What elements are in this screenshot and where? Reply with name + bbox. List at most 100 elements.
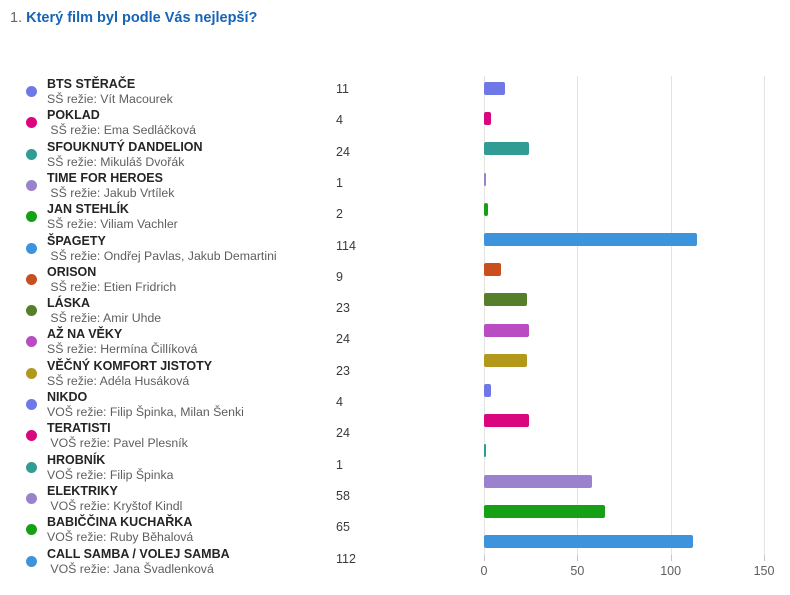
legend-color-dot [26,305,37,317]
chart-axis-label: 100 [660,564,682,578]
film-title: BTS STĚRAČE [47,77,136,91]
question-title: 1. Který film byl podle Vás nejlepší? [10,9,257,27]
chart-bar [484,172,486,186]
film-text: BTS STĚRAČE SŠ režie: Vít Macourek [47,77,327,107]
chart-gridline [670,76,672,555]
film-title: ORISON [47,264,97,279]
film-text: SFOUKNUTÝ DANDELION SŠ režie: Mikuláš Dvo… [47,140,327,170]
film-director: SŠ režie: Etien Fridrich [47,279,177,294]
film-director: SŠ režie: Ema Sedláčková [47,123,196,138]
film-director: SŠ režie: Ondřej Pavlas, Jakub Demartini [47,248,277,263]
film-text: HROBNÍK VOŠ režie: Filip Špinka [47,453,327,483]
film-director: SŠ režie: Vít Macourek [47,92,173,106]
film-row: POKLAD SŠ režie: Ema Sedláčková [22,108,322,139]
film-row: VĚČNÝ KOMFORT JISTOTY SŠ režie: Adéla Hus… [22,359,322,390]
film-director: SŠ režie: Amir Uhde [47,311,162,326]
legend-color-dot [26,336,37,348]
film-title: NIKDO [47,390,88,404]
legend-color-dot [26,430,37,442]
film-director: VOŠ režie: Jana Švadlenková [47,561,214,576]
chart-axis-tick [670,555,672,561]
film-response-count: 114 [336,238,356,253]
film-director: SŠ režie: Hermína Čillíková [47,342,198,357]
chart-axis-label: 50 [570,564,585,578]
film-text: CALL SAMBA / VOLEJ SAMBA VOŠ režie: Jana… [47,547,327,577]
film-title: ELEKTRIKY [47,483,118,498]
film-row: TERATISTI VOŠ režie: Pavel Plesník [22,421,322,452]
film-row: ORISON SŠ režie: Etien Fridrich [22,265,322,296]
chart-bar [484,293,527,307]
film-row: BTS STĚRAČE SŠ režie: Vít Macourek [22,77,322,108]
film-director: SŠ režie: Mikuláš Dvořák [47,154,185,169]
film-director: SŠ režie: Viliam Vachler [47,217,178,232]
chart-bar [484,142,529,156]
film-row: JAN STEHLÍK SŠ režie: Viliam Vachler [22,202,322,233]
film-director: VOŠ režie: Filip Špinka [47,467,174,482]
film-title: BABIČČINA KUCHAŘKA [47,515,193,530]
film-response-count: 1 [336,175,343,190]
legend-color-dot [26,555,37,567]
film-title: CALL SAMBA / VOLEJ SAMBA [47,546,230,561]
legend-color-dot [26,86,37,97]
question-number: 1. [10,10,27,26]
legend-color-dot [26,211,37,223]
film-title: SFOUKNUTÝ DANDELION [47,139,203,154]
film-title: VĚČNÝ KOMFORT JISTOTY [47,358,213,373]
film-text: POKLAD SŠ režie: Ema Sedláčková [47,108,327,138]
film-text: VĚČNÝ KOMFORT JISTOTY SŠ režie: Adéla Hus… [47,359,327,389]
chart-gridline [577,76,579,555]
legend-color-dot [26,367,37,379]
film-director: SŠ režie: Jakub Vrtílek [47,185,175,200]
film-title: JAN STEHLÍK [47,202,129,217]
chart-axis-label: 0 [480,564,488,578]
legend-color-dot [26,179,37,191]
film-response-count: 11 [336,82,349,96]
film-text: LÁSKA SŠ režie: Amir Uhde [47,296,327,326]
film-text: TERATISTI VOŠ režie: Pavel Plesník [47,421,327,451]
film-row: BABIČČINA KUCHAŘKA VOŠ režie: Ruby Běhalo… [22,515,322,546]
chart-bar [484,233,697,246]
film-text: ORISON SŠ režie: Etien Fridrich [47,265,327,295]
film-response-count: 2 [336,207,343,222]
film-response-count: 9 [336,269,343,284]
legend-color-dot [26,492,37,504]
chart-axis-label: 150 [753,564,775,578]
film-director: VOŠ režie: Ruby Běhalová [47,530,194,545]
chart-bar [484,82,505,95]
film-response-count: 23 [336,363,350,378]
chart-axis-tick [764,555,765,561]
chart-bar [484,414,529,428]
film-row: LÁSKA SŠ režie: Amir Uhde [22,296,322,327]
film-text: BABIČČINA KUCHAŘKA VOŠ režie: Ruby Běhalo… [47,515,327,545]
chart-gridline [764,76,765,555]
film-title: TERATISTI [47,421,111,436]
legend-color-dot [26,242,37,254]
chart-bar [484,202,488,216]
film-response-count: 4 [336,395,343,409]
film-title: TIME FOR HEROES [47,170,163,185]
film-row: ŠPAGETY SŠ režie: Ondřej Pavlas, Jakub D… [22,234,322,265]
chart-bar [484,444,486,458]
film-director: VOŠ režie: Filip Špinka, Milan Šenki [47,405,244,419]
results-bar-chart: 0 50 100 150 [481,76,784,578]
film-text: TIME FOR HEROES SŠ režie: Jakub Vrtílek [47,171,327,201]
film-text: JAN STEHLÍK SŠ režie: Viliam Vachler [47,202,327,232]
film-response-count: 24 [336,332,350,347]
film-response-count: 65 [336,520,350,535]
film-director: VOŠ režie: Pavel Plesník [47,436,188,451]
legend-color-dot [26,117,37,129]
chart-axis-tick [577,555,579,561]
film-title: HROBNÍK [47,452,106,467]
chart-bar [484,112,492,126]
film-response-count: 4 [336,113,343,128]
legend-color-dot [26,461,37,473]
film-title: LÁSKA [47,296,91,311]
legend-color-dot [26,148,37,160]
chart-bar [484,384,492,397]
chart-bar [484,263,501,277]
film-row: ELEKTRIKY VOŠ režie: Kryštof Kindl [22,484,322,515]
film-response-count: 24 [336,426,350,441]
legend-color-dot [26,273,37,285]
film-response-count: 112 [336,551,356,566]
